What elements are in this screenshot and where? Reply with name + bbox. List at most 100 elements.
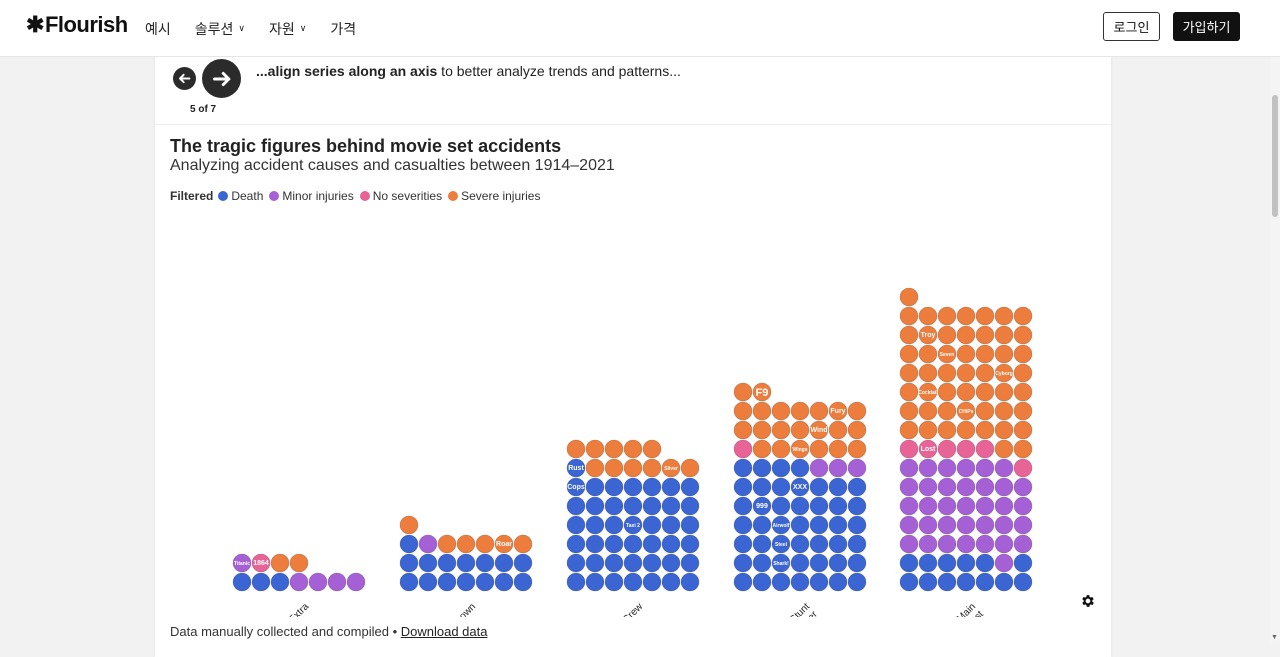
dot-severe-injuries[interactable] <box>1013 306 1033 326</box>
dot-death[interactable] <box>566 458 586 478</box>
dot-minor-injuries[interactable] <box>1013 496 1033 516</box>
dot-severe-injuries[interactable] <box>899 420 919 440</box>
dot-severe-injuries[interactable] <box>975 325 995 345</box>
dot-severe-injuries[interactable] <box>456 534 476 554</box>
dot-death[interactable] <box>752 496 772 516</box>
dot-severe-injuries[interactable] <box>899 344 919 364</box>
dot-death[interactable] <box>642 553 662 573</box>
dot-death[interactable] <box>623 496 643 516</box>
dot-minor-injuries[interactable] <box>346 572 366 592</box>
dot-death[interactable] <box>680 534 700 554</box>
dot-death[interactable] <box>1013 572 1033 592</box>
dot-minor-injuries[interactable] <box>418 534 438 554</box>
dot-death[interactable] <box>790 477 810 497</box>
dot-minor-injuries[interactable] <box>1013 515 1033 535</box>
dot-death[interactable] <box>270 572 290 592</box>
dot-severe-injuries[interactable] <box>975 401 995 421</box>
dot-minor-injuries[interactable] <box>1013 477 1033 497</box>
dot-minor-injuries[interactable] <box>956 515 976 535</box>
dot-death[interactable] <box>790 534 810 554</box>
legend-item-death[interactable]: Death <box>218 189 263 203</box>
dot-death[interactable] <box>232 572 252 592</box>
dot-death[interactable] <box>661 534 681 554</box>
login-button[interactable]: 로그인 <box>1103 12 1160 41</box>
dot-death[interactable] <box>566 496 586 516</box>
dot-death[interactable] <box>937 572 957 592</box>
dot-severe-injuries[interactable] <box>918 382 938 402</box>
dot-death[interactable] <box>771 477 791 497</box>
dot-severe-injuries[interactable] <box>733 382 753 402</box>
dot-minor-injuries[interactable] <box>994 534 1014 554</box>
dot-death[interactable] <box>566 477 586 497</box>
dot-severe-injuries[interactable] <box>918 306 938 326</box>
nav-link-solutions[interactable]: 솔루션 ∨ <box>194 21 245 37</box>
dot-death[interactable] <box>680 515 700 535</box>
scrollbar-track[interactable] <box>1270 57 1280 645</box>
dot-severe-injuries[interactable] <box>975 344 995 364</box>
dot-minor-injuries[interactable] <box>327 572 347 592</box>
dot-death[interactable] <box>809 534 829 554</box>
dot-minor-injuries[interactable] <box>975 515 995 535</box>
dot-no-severities[interactable] <box>918 439 938 459</box>
dot-minor-injuries[interactable] <box>937 515 957 535</box>
dot-death[interactable] <box>623 534 643 554</box>
dot-no-severities[interactable] <box>937 439 957 459</box>
nav-link-examples[interactable]: 예시 <box>145 21 171 37</box>
dot-minor-injuries[interactable] <box>994 553 1014 573</box>
dot-death[interactable] <box>847 496 867 516</box>
dot-severe-injuries[interactable] <box>752 420 772 440</box>
dot-severe-injuries[interactable] <box>566 439 586 459</box>
dot-severe-injuries[interactable] <box>642 439 662 459</box>
dot-minor-injuries[interactable] <box>956 458 976 478</box>
dot-death[interactable] <box>251 572 271 592</box>
dot-death[interactable] <box>790 496 810 516</box>
dot-death[interactable] <box>828 496 848 516</box>
dot-death[interactable] <box>494 572 514 592</box>
dot-no-severities[interactable] <box>899 439 919 459</box>
dot-death[interactable] <box>585 515 605 535</box>
dot-minor-injuries[interactable] <box>1013 534 1033 554</box>
dot-severe-injuries[interactable] <box>494 534 514 554</box>
dot-death[interactable] <box>399 572 419 592</box>
dot-minor-injuries[interactable] <box>937 496 957 516</box>
dot-death[interactable] <box>604 496 624 516</box>
dot-death[interactable] <box>828 534 848 554</box>
dot-death[interactable] <box>604 515 624 535</box>
dot-death[interactable] <box>975 572 995 592</box>
dot-severe-injuries[interactable] <box>975 382 995 402</box>
dot-death[interactable] <box>899 553 919 573</box>
dot-death[interactable] <box>733 515 753 535</box>
dot-severe-injuries[interactable] <box>956 306 976 326</box>
dot-severe-injuries[interactable] <box>899 287 919 307</box>
dot-death[interactable] <box>513 572 533 592</box>
dot-severe-injuries[interactable] <box>270 553 290 573</box>
dot-severe-injuries[interactable] <box>937 363 957 383</box>
dot-severe-injuries[interactable] <box>956 363 976 383</box>
dot-death[interactable] <box>956 572 976 592</box>
dot-death[interactable] <box>680 572 700 592</box>
dot-death[interactable] <box>623 572 643 592</box>
gear-icon[interactable] <box>1080 593 1096 609</box>
download-data-link[interactable]: Download data <box>400 624 488 639</box>
dot-severe-injuries[interactable] <box>994 363 1014 383</box>
dot-death[interactable] <box>828 572 848 592</box>
dot-death[interactable] <box>566 515 586 535</box>
dot-severe-injuries[interactable] <box>642 458 662 478</box>
dot-death[interactable] <box>809 515 829 535</box>
dot-severe-injuries[interactable] <box>994 439 1014 459</box>
dot-minor-injuries[interactable] <box>899 534 919 554</box>
dot-severe-injuries[interactable] <box>771 401 791 421</box>
dot-severe-injuries[interactable] <box>994 325 1014 345</box>
dot-death[interactable] <box>456 553 476 573</box>
dot-minor-injuries[interactable] <box>975 477 995 497</box>
dot-death[interactable] <box>752 553 772 573</box>
dot-severe-injuries[interactable] <box>899 363 919 383</box>
scroll-down-arrow-icon[interactable]: ▼ <box>1271 634 1278 641</box>
dot-severe-injuries[interactable] <box>956 382 976 402</box>
dot-no-severities[interactable] <box>251 553 271 573</box>
dot-severe-injuries[interactable] <box>975 420 995 440</box>
dot-minor-injuries[interactable] <box>918 534 938 554</box>
dot-death[interactable] <box>956 553 976 573</box>
dot-death[interactable] <box>661 553 681 573</box>
legend-item-no-severities[interactable]: No severities <box>359 189 442 203</box>
